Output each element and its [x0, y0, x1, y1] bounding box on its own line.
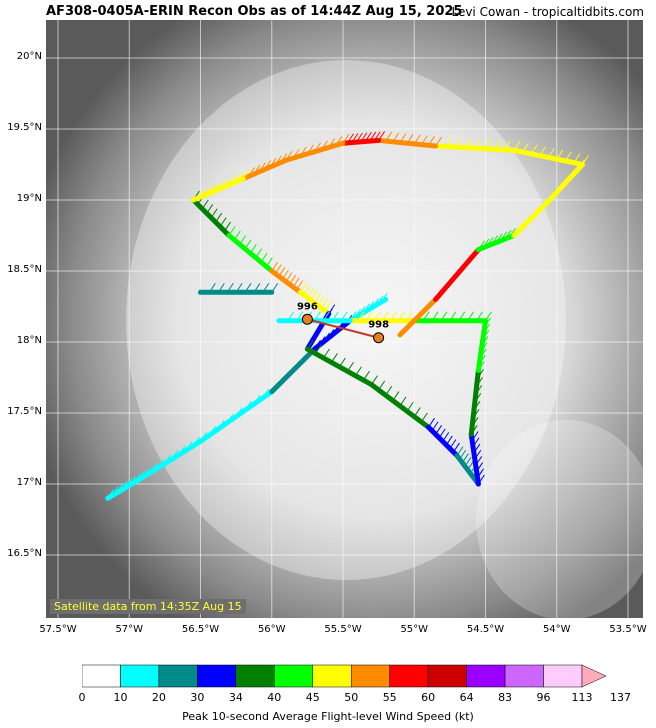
wind-barb-segment — [426, 417, 460, 459]
colorbar-swatch — [466, 664, 506, 688]
lon-label: 57°W — [115, 624, 144, 635]
colorbar-tick-label: 40 — [267, 691, 282, 704]
colorbar-tick-label: 0 — [78, 691, 86, 704]
colorbar-tick-label: 60 — [421, 691, 436, 704]
wind-barb-segment — [475, 317, 492, 373]
colorbar-swatch — [82, 664, 121, 688]
wind-barb-segment — [141, 436, 203, 480]
wind-barb-segment — [198, 388, 275, 444]
lat-label: 20°N — [16, 51, 42, 62]
colorbar-tick-label: 50 — [344, 691, 359, 704]
credit-text: Levi Cowan - tropicaltidbits.com — [451, 5, 644, 19]
colorbar-tick-label: 30 — [190, 691, 205, 704]
colorbar-tick-label: 45 — [305, 691, 320, 704]
lat-label: 19.5°N — [7, 122, 42, 133]
lat-label: 17.5°N — [7, 406, 42, 417]
wind-barb-segment — [376, 131, 443, 149]
wind-barb-segment — [468, 431, 485, 487]
satellite-timestamp: Satellite data from 14:35Z Aug 15 — [50, 599, 246, 614]
colorbar-swatch — [274, 664, 314, 688]
wind-barb-segment — [511, 142, 589, 167]
colorbar-tick-label: 55 — [382, 691, 397, 704]
map-title: AF308-0405A-ERIN Recon Obs as of 14:44Z … — [46, 4, 463, 19]
lat-label: 17°N — [16, 477, 42, 488]
pressure-marker — [373, 332, 385, 344]
lat-label: 19°N — [16, 193, 42, 204]
colorbar-swatch — [543, 664, 583, 688]
lon-label: 54.5°W — [466, 624, 505, 635]
lat-label: 18°N — [16, 335, 42, 346]
lon-label: 57.5°W — [39, 624, 77, 635]
pressure-label: 996 — [297, 301, 318, 312]
lon-label: 53.5°W — [609, 624, 647, 635]
colorbar-tick-label: 113 — [571, 691, 593, 704]
lon-label: 55.5°W — [324, 624, 362, 635]
colorbar-swatch — [427, 664, 467, 688]
colorbar-swatch — [197, 664, 237, 688]
colorbar-swatch — [235, 664, 275, 688]
colorbar-tick-label: 64 — [459, 691, 474, 704]
pressure-markers: 996 998 — [297, 301, 389, 344]
flight-track-barbs — [105, 131, 589, 501]
lat-label: 16.5°N — [7, 548, 42, 559]
colorbar-swatch — [350, 664, 390, 688]
colorbar-tick-label: 137 — [609, 691, 631, 704]
colorbar-swatch — [120, 664, 160, 688]
wind-barb-segment — [411, 311, 492, 324]
wind-speed-colorbar — [82, 664, 607, 688]
colorbar-swatch — [158, 664, 198, 688]
wind-barb-segment — [312, 314, 353, 352]
satellite-map: 996 998 — [46, 20, 643, 618]
wind-barb-segment — [190, 190, 232, 238]
colorbar-tick-label: 83 — [498, 691, 513, 704]
colorbar-swatch — [504, 664, 544, 688]
wind-barb-segment — [283, 133, 350, 163]
lon-label: 54°W — [542, 624, 571, 635]
lon-label: 55°W — [400, 624, 429, 635]
colorbar-tick-label: 10 — [113, 691, 128, 704]
wind-barb-segment — [433, 137, 521, 153]
wind-barb-segment — [297, 283, 332, 317]
colorbar-extend-arrow — [581, 664, 607, 688]
wind-barb-segment — [105, 470, 146, 501]
pressure-label: 998 — [368, 320, 389, 331]
wind-barb-segment — [340, 131, 386, 146]
lat-label: 18.5°N — [7, 264, 42, 275]
pressure-marker — [301, 313, 313, 325]
colorbar-swatch — [389, 664, 429, 688]
colorbar-title: Peak 10-second Average Flight-level Wind… — [182, 710, 474, 723]
lon-label: 56°W — [257, 624, 286, 635]
wind-barb-segment — [511, 195, 553, 238]
wind-barb-segment — [240, 150, 293, 182]
wind-barb-segment — [269, 261, 304, 295]
wind-barb-segment — [397, 294, 439, 338]
lat-lon-grid — [46, 20, 643, 618]
colorbar-tick-label: 96 — [536, 691, 551, 704]
colorbar-tick-label: 34 — [228, 691, 243, 704]
wind-barb-segment — [198, 283, 279, 295]
wind-barb-segment — [190, 169, 250, 203]
wind-barb-segment — [475, 227, 517, 253]
colorbar-tick-label: 20 — [151, 691, 166, 704]
wind-barb-segment — [369, 375, 431, 430]
wind-barb-segment — [226, 226, 275, 274]
lon-label: 56.5°W — [181, 624, 220, 635]
wind-barb-segment — [468, 367, 484, 437]
colorbar-swatch — [312, 664, 352, 688]
center-fix-line — [307, 318, 379, 339]
wind-barb-segment — [304, 339, 374, 388]
